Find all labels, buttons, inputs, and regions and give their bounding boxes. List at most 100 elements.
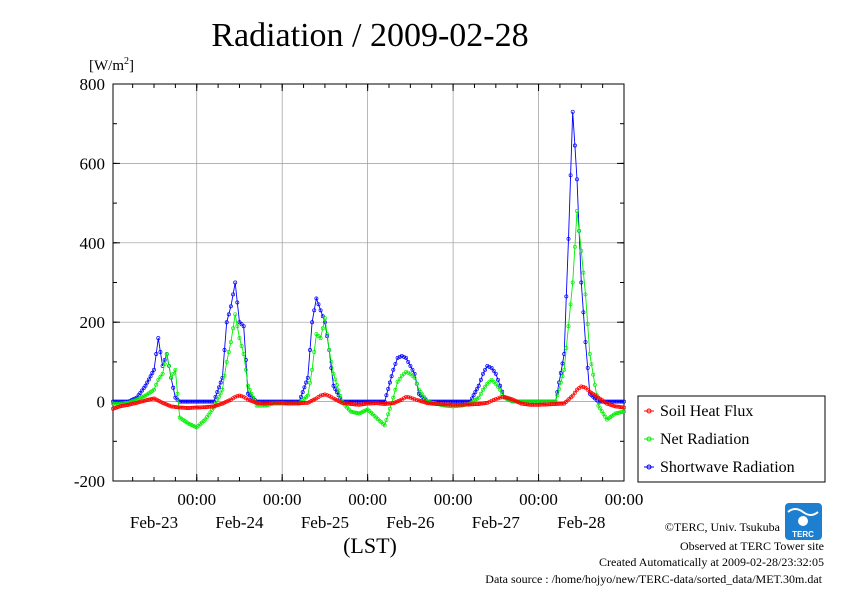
data-point bbox=[589, 362, 594, 367]
data-point bbox=[585, 322, 590, 327]
data-point bbox=[213, 403, 218, 408]
data-point bbox=[241, 352, 246, 356]
data-point bbox=[391, 367, 396, 372]
data-point bbox=[249, 398, 254, 403]
data-point bbox=[601, 411, 606, 416]
data-point bbox=[235, 324, 240, 329]
data-point bbox=[560, 401, 565, 406]
data-point bbox=[237, 393, 242, 398]
data-point bbox=[615, 411, 620, 416]
data-point bbox=[145, 380, 150, 385]
data-point bbox=[156, 377, 161, 382]
data-point bbox=[327, 348, 332, 352]
data-point bbox=[231, 326, 236, 331]
data-point bbox=[610, 403, 614, 408]
x-date-label: Feb-23 bbox=[130, 513, 178, 532]
data-point bbox=[116, 405, 121, 409]
data-point bbox=[414, 397, 419, 402]
data-point bbox=[575, 209, 579, 213]
data-point bbox=[350, 409, 355, 414]
data-point bbox=[318, 308, 323, 313]
data-point bbox=[119, 404, 124, 408]
x-time-label: 00:00 bbox=[177, 490, 216, 509]
data-point bbox=[622, 409, 626, 414]
data-point bbox=[583, 292, 588, 297]
data-point bbox=[300, 390, 305, 395]
data-point bbox=[136, 400, 141, 405]
data-point bbox=[418, 399, 423, 403]
data-point bbox=[410, 367, 415, 372]
data-point bbox=[406, 370, 411, 375]
data-point bbox=[568, 173, 573, 178]
data-point bbox=[302, 385, 307, 390]
data-point bbox=[404, 369, 409, 374]
terc-logo: TERC bbox=[785, 503, 822, 540]
data-point bbox=[507, 396, 512, 401]
data-point bbox=[320, 393, 325, 397]
data-point bbox=[224, 320, 229, 325]
credit-text: ©TERC, Univ. Tsukuba bbox=[665, 520, 781, 534]
legend-marker bbox=[646, 408, 652, 414]
data-point bbox=[154, 352, 159, 356]
data-point bbox=[416, 398, 421, 403]
data-point bbox=[316, 302, 321, 307]
data-point bbox=[473, 390, 478, 395]
data-point bbox=[620, 409, 625, 414]
data-point bbox=[483, 367, 488, 372]
data-point bbox=[334, 382, 339, 387]
data-point bbox=[318, 393, 323, 398]
data-point bbox=[402, 354, 406, 359]
data-point bbox=[476, 402, 481, 406]
data-point bbox=[572, 244, 577, 249]
data-point bbox=[485, 400, 490, 405]
data-point bbox=[517, 400, 522, 405]
data-point bbox=[509, 397, 514, 402]
data-point bbox=[384, 393, 389, 398]
data-point bbox=[560, 361, 565, 366]
data-point bbox=[487, 399, 492, 404]
data-point bbox=[402, 371, 406, 376]
data-point bbox=[143, 398, 148, 403]
data-point bbox=[420, 399, 425, 404]
series-shortwave-radiation bbox=[111, 109, 626, 404]
data-point bbox=[399, 373, 404, 378]
data-point bbox=[243, 367, 248, 372]
data-point bbox=[111, 406, 115, 411]
data-point bbox=[406, 395, 411, 400]
data-point bbox=[252, 400, 257, 405]
data-point bbox=[329, 365, 334, 370]
data-point bbox=[299, 394, 303, 399]
data-point bbox=[152, 387, 156, 392]
data-point bbox=[585, 387, 590, 392]
data-point bbox=[489, 398, 494, 403]
data-point bbox=[496, 396, 500, 401]
data-point bbox=[308, 348, 312, 352]
data-point bbox=[581, 270, 586, 275]
data-point bbox=[145, 398, 150, 402]
data-point bbox=[233, 312, 238, 317]
data-point bbox=[152, 367, 156, 372]
data-point bbox=[611, 403, 616, 408]
data-point bbox=[572, 390, 577, 395]
data-point bbox=[114, 405, 119, 410]
data-point bbox=[581, 310, 586, 315]
x-date-label: Feb-28 bbox=[557, 513, 605, 532]
x-axis-label: (LST) bbox=[343, 533, 397, 558]
data-point bbox=[310, 367, 315, 372]
x-date-label: Feb-26 bbox=[386, 513, 434, 532]
drop-icon bbox=[798, 516, 808, 526]
data-point bbox=[481, 387, 485, 392]
data-point bbox=[345, 401, 350, 406]
data-point bbox=[422, 400, 426, 405]
y-tick-label: -200 bbox=[74, 472, 105, 491]
data-point bbox=[336, 388, 341, 393]
data-point bbox=[504, 395, 509, 400]
data-point bbox=[399, 353, 404, 358]
data-point bbox=[239, 322, 244, 327]
data-point bbox=[217, 385, 221, 390]
data-point bbox=[564, 294, 569, 299]
x-time-label: 00:00 bbox=[263, 490, 302, 509]
x-date-label: Feb-25 bbox=[301, 513, 349, 532]
data-point bbox=[570, 280, 575, 285]
